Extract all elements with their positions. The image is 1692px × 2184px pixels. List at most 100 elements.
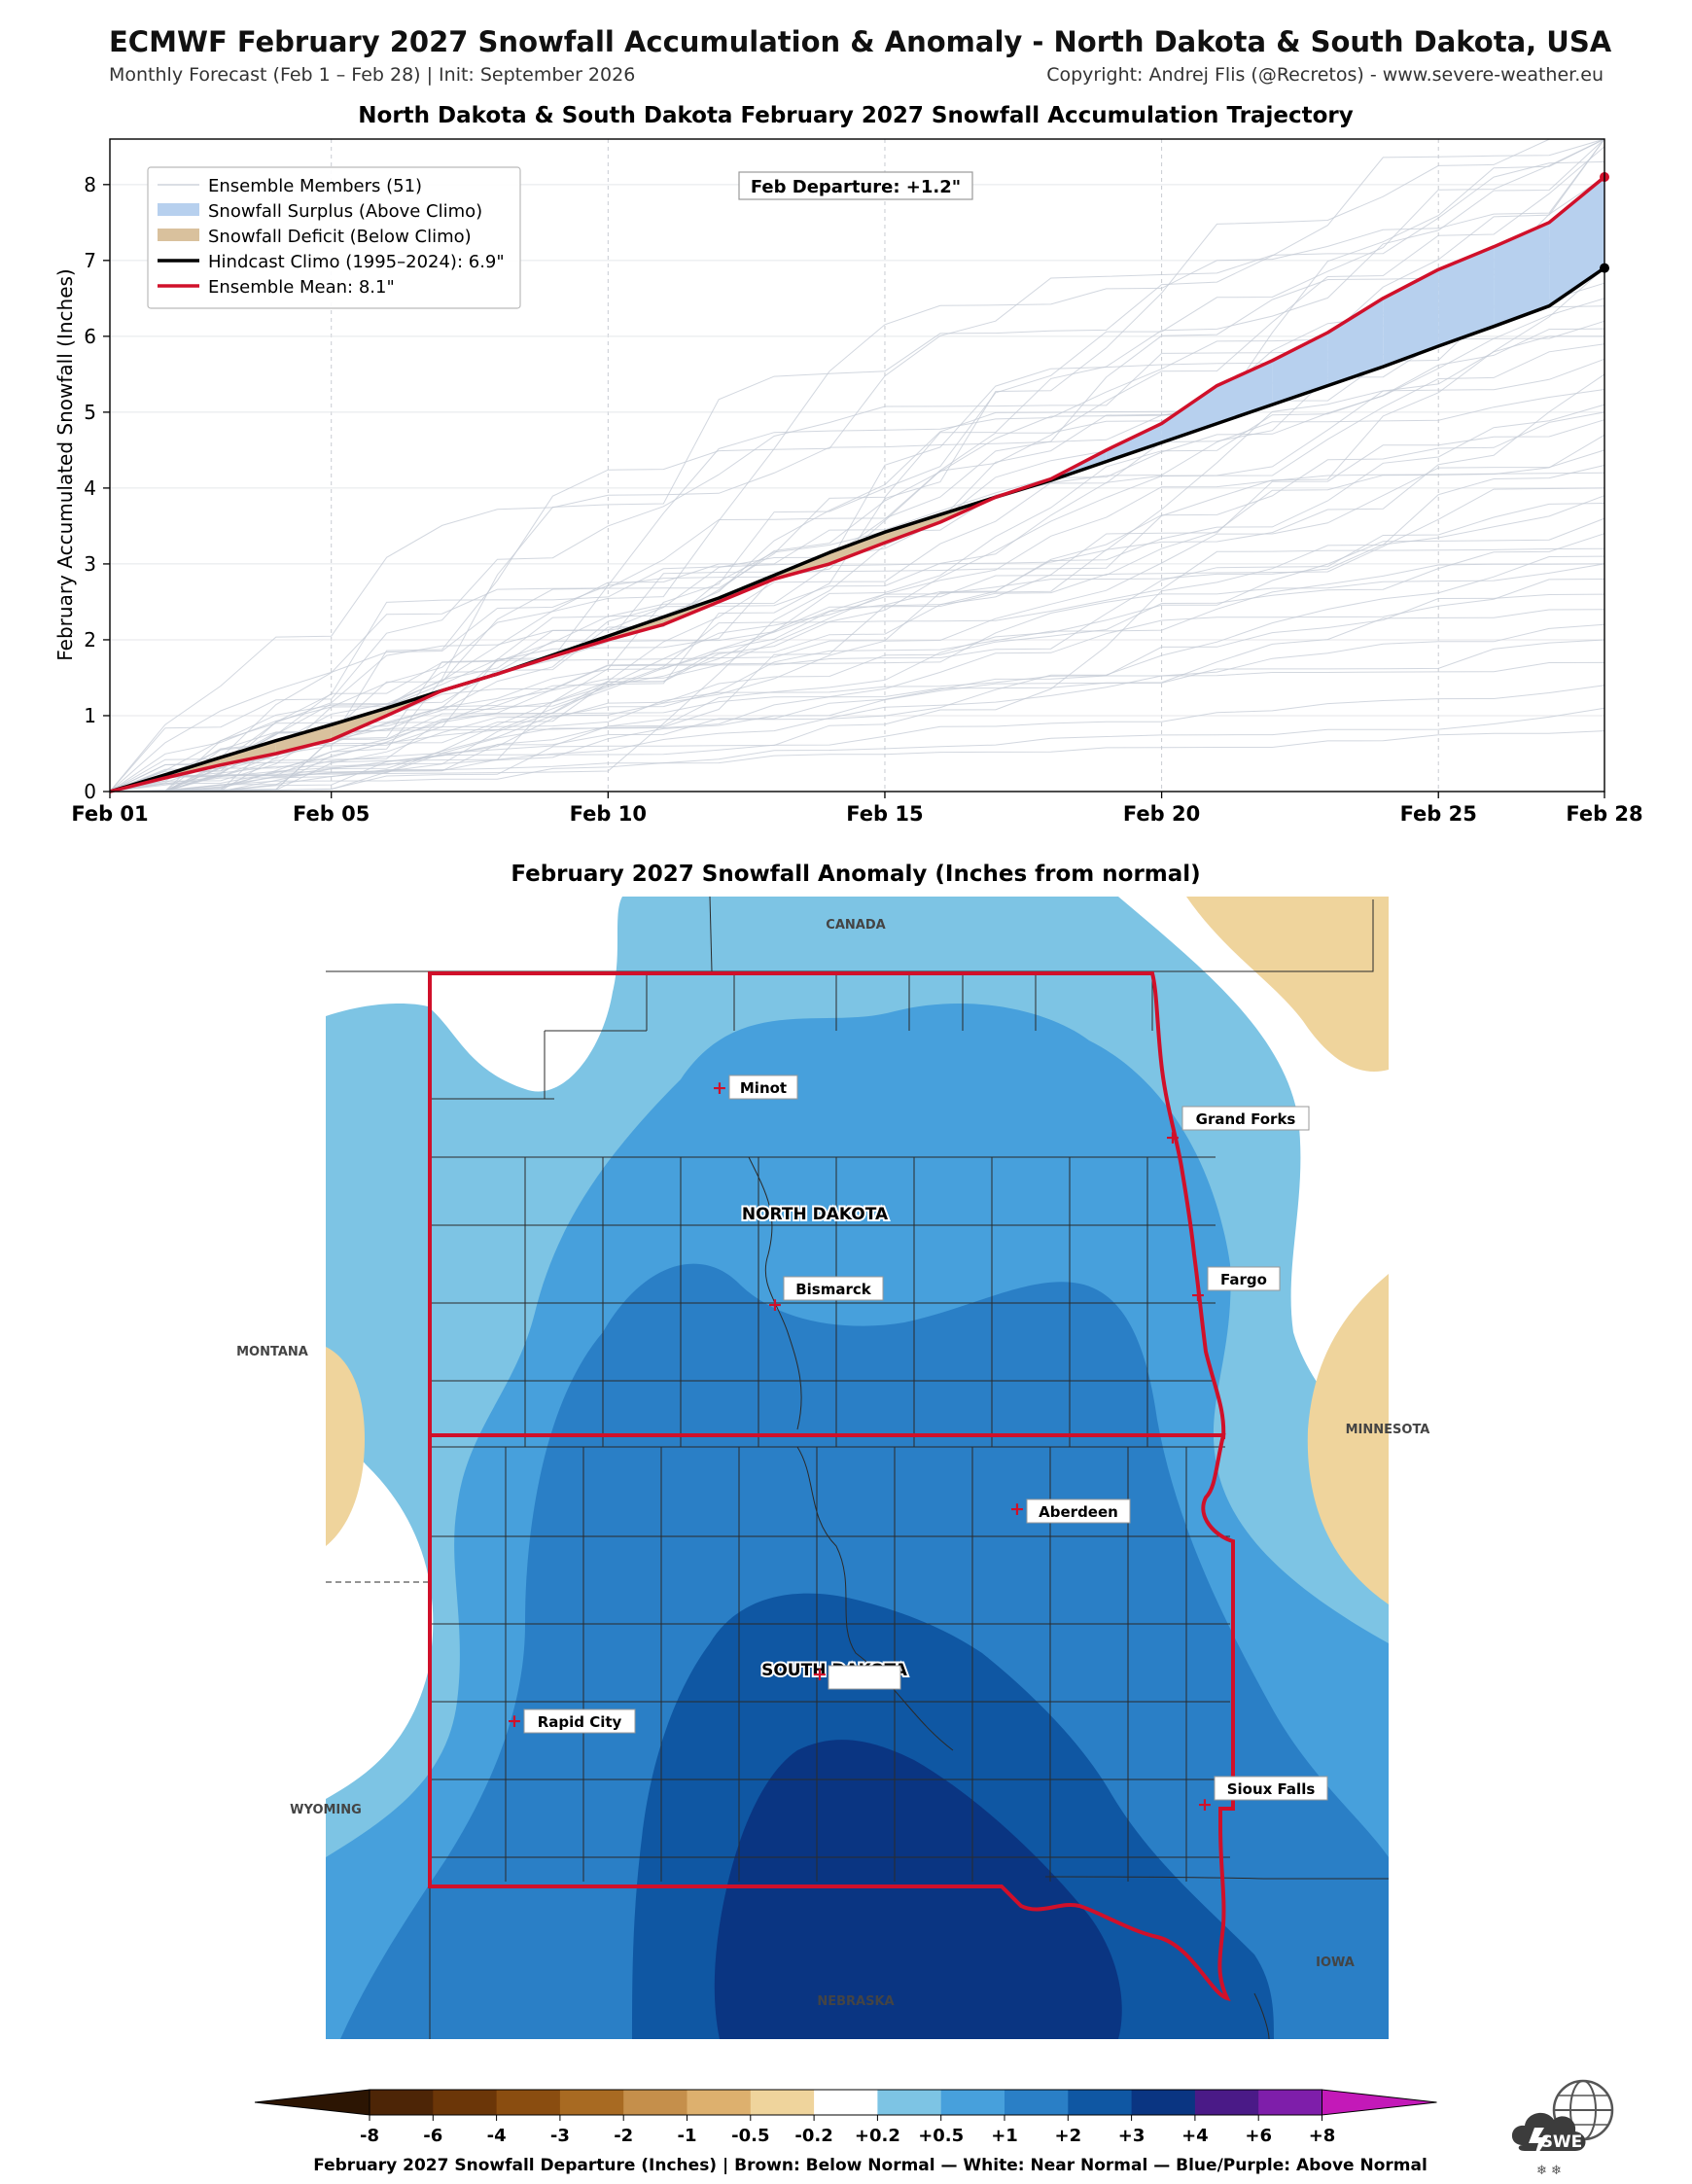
plot-frame [109, 138, 1605, 793]
colorbar-tick-label: +0.2 [855, 2126, 900, 2146]
city-pierre: + Pierre [812, 1664, 901, 1690]
city-fargo: + Fargo [1190, 1266, 1281, 1306]
city-label-minot: Minot [740, 1079, 787, 1097]
colorbar-tick-label: +0.5 [918, 2126, 964, 2146]
anomaly-map: February 2027 Snowfall Anomaly (Inches f… [236, 862, 1429, 2039]
ensemble-member-line [109, 563, 1605, 793]
y-tick-label: 4 [84, 476, 96, 500]
ensemble-member-line [109, 320, 1605, 793]
colorbar-cell [1194, 2090, 1259, 2115]
x-tick-label: Feb 15 [846, 802, 923, 826]
ensemble-member-line [109, 138, 1605, 793]
colorbar-tick-label: -8 [360, 2126, 379, 2146]
ensemble-member-line [109, 707, 1605, 793]
colorbar-tick-label: -3 [550, 2126, 570, 2146]
surplus-fill [1438, 246, 1495, 346]
deficit-fill [885, 514, 940, 544]
colorbar-cell [814, 2090, 878, 2115]
city-bismarck: + Bismarck [767, 1276, 884, 1316]
departure-annotation: Feb Departure: +1.2" [738, 171, 973, 200]
y-tick-label: 3 [84, 552, 96, 576]
north-dakota-border [428, 971, 1226, 1440]
colorbar-tick-label: -2 [614, 2126, 633, 2146]
colorbar-tick-label: +3 [1118, 2126, 1146, 2146]
ensemble-member-line [109, 517, 1605, 793]
label-nebraska: NEBRASKA [817, 1994, 894, 2009]
ensemble-member-line [109, 419, 1605, 793]
colorbar-cell [1005, 2090, 1069, 2115]
ensemble-member-line [109, 373, 1605, 793]
map-title: February 2027 Snowfall Anomaly (Inches f… [511, 862, 1200, 887]
svg-text:❄ ❄: ❄ ❄ [1536, 2164, 1562, 2178]
colorbar-tick-label: +2 [1054, 2126, 1081, 2146]
colorbar-ticks: -8 -6 -4 -3 -2 -1 -0.5 -0.2 +0.2 +0.5 +1 +2 +3 +4 +6 +8 [360, 2115, 1335, 2146]
ensemble-member-line [109, 267, 1605, 793]
city-label-sioux-falls: Sioux Falls [1227, 1780, 1316, 1798]
colorbar-extend-high [1322, 2089, 1437, 2116]
page-title: ECMWF February 2027 Snowfall Accumulatio… [109, 25, 1612, 58]
colorbar-cell [1131, 2090, 1196, 2115]
y-tick-label: 8 [84, 173, 96, 196]
city-markers: + Minot + Grand Forks + Bismarck + Fargo… [507, 1074, 1328, 1815]
svg-text:+: + [1165, 1127, 1181, 1148]
deficit-fill [275, 724, 332, 754]
y-tick-label: 0 [84, 780, 96, 803]
surplus-fill [1272, 333, 1328, 405]
colorbar-cell [433, 2090, 498, 2115]
colorbar-tick-label: +4 [1181, 2126, 1209, 2146]
legend-label-deficit: Snowfall Deficit (Below Climo) [208, 227, 472, 247]
x-tick-label: Feb 05 [293, 802, 370, 826]
colorbar: -8 -6 -4 -3 -2 -1 -0.5 -0.2 +0.2 +0.5 +1 +2 +3 +4 +6 +8… [254, 2089, 1437, 2175]
trajectory-chart: North Dakota & South Dakota February 202… [53, 103, 1643, 826]
ensemble-member-line [109, 138, 1605, 793]
ensemble-member-line [109, 465, 1605, 793]
colorbar-cell [940, 2090, 1005, 2115]
svg-text:+: + [812, 1664, 828, 1685]
colorbar-tick-label: -0.5 [731, 2126, 769, 2146]
ensemble-mean-line [109, 175, 1606, 793]
city-label-grand-forks: Grand Forks [1196, 1110, 1296, 1128]
city-label-pierre: Pierre [839, 1670, 889, 1687]
colorbar-tick-label: -0.2 [794, 2126, 832, 2146]
contour-minus-0-2-minnesota [1307, 1274, 1389, 1604]
colorbar-cell [1068, 2090, 1133, 2115]
colorbar-cell [496, 2090, 561, 2115]
colorbar-cell [687, 2090, 752, 2115]
legend-label-mean: Ensemble Mean: 8.1" [208, 277, 395, 298]
colorbar-tick-label: -6 [423, 2126, 442, 2146]
chart-legend: Ensemble Members (51) Snowfall Surplus (… [147, 166, 521, 309]
y-tick-label: 5 [84, 401, 96, 424]
logo-text: SWE [1541, 2132, 1583, 2152]
surplus-fill [1161, 385, 1217, 443]
x-axis-ticks: Feb 01 Feb 05 Feb 10 Feb 15 Feb 20 Feb 25 Feb … [71, 792, 1643, 826]
ensemble-member-line [109, 533, 1605, 793]
climo-line [109, 266, 1605, 793]
y-tick-label: 1 [84, 704, 96, 727]
surplus-fill [1549, 177, 1604, 306]
x-tick-label: Feb 10 [570, 802, 647, 826]
y-tick-label: 2 [84, 628, 96, 652]
page-subtitle: Monthly Forecast (Feb 1 – Feb 28) | Init… [109, 64, 636, 86]
svg-text:+: + [767, 1294, 783, 1316]
city-grand-forks: + Grand Forks [1165, 1106, 1310, 1148]
colorbar-tick-label: -4 [487, 2126, 507, 2146]
ensemble-member-line [109, 639, 1605, 793]
surplus-fill [1383, 269, 1439, 368]
ensemble-member-line [109, 503, 1605, 793]
trajectory-chart-title: North Dakota & South Dakota February 202… [358, 103, 1353, 128]
x-tick-label: Feb 20 [1123, 802, 1200, 826]
colorbar-cells [254, 2089, 1437, 2116]
deficit-fill [829, 532, 885, 564]
colorbar-cell [370, 2090, 434, 2115]
surplus-fill [1327, 298, 1384, 386]
ensemble-member-line [109, 404, 1605, 793]
svg-text:+: + [1197, 1794, 1213, 1815]
contour-minus-0-2-canada [1186, 897, 1389, 1072]
swe-logo: SWE ❄ ❄ [1511, 2079, 1614, 2178]
ensemble-member-line [109, 138, 1605, 793]
city-minot: + Minot [712, 1074, 798, 1100]
departure-text: Feb Departure: +1.2" [751, 177, 961, 197]
contour-minus-0-2-montana [326, 1347, 365, 1546]
state-borders [428, 971, 1235, 2002]
label-north-dakota: NORTH DAKOTA [742, 1205, 889, 1224]
